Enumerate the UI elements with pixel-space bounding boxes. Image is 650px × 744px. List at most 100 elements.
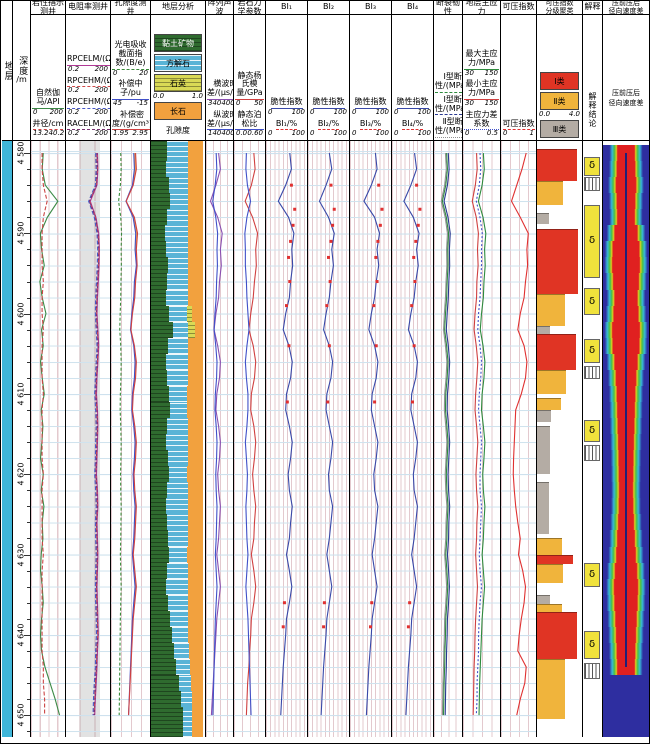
track-body-bi1 (266, 141, 308, 737)
track-body-bi2 (308, 141, 350, 737)
litho-porosity (202, 321, 205, 339)
litho-slab (151, 594, 205, 612)
litho-clay (151, 498, 167, 515)
litho-feldspar (187, 610, 203, 628)
litho-clay (151, 225, 166, 242)
bi-point (413, 280, 417, 284)
bi-point (331, 223, 335, 227)
litho-feldspar (187, 273, 203, 291)
litho-slab (151, 369, 205, 387)
litho-feldspar (187, 353, 203, 371)
curve-label: 补偿密度/(g/cm³) 1.95 2.95 (112, 110, 150, 138)
litho-porosity (202, 530, 205, 547)
litho-porosity (202, 225, 205, 242)
litho-quartz (169, 177, 188, 194)
interp-block-hatch (584, 444, 600, 461)
curve-scale: 0 100 (351, 108, 390, 117)
litho-slab (151, 707, 205, 738)
curve-rt_racelm (88, 153, 100, 716)
cluster-block-Ⅰ类 (537, 229, 578, 294)
litho-clay (151, 289, 167, 307)
bi-point (408, 601, 412, 605)
gas-symbol: δ (588, 568, 596, 580)
litho-clay (151, 658, 176, 676)
track-header-mineral: 黏土矿物 方解石 石英 0.0 1.0 长石 孔隙度 (151, 15, 206, 141)
velmap-area (603, 145, 649, 737)
litho-quartz (181, 691, 193, 708)
curve-label: RACELM/(Ω·m)0.2 200 (67, 119, 110, 138)
depth-tick (27, 329, 30, 331)
litho-porosity (202, 594, 205, 612)
curve-scale: 0 100 (393, 130, 432, 138)
curve-ym (244, 153, 259, 716)
depth-tick (27, 249, 30, 251)
curve-scale: 13.2 40.2 (32, 130, 64, 138)
litho-calcite (187, 321, 196, 339)
depth-tick (27, 699, 30, 701)
depth-tick (27, 217, 30, 219)
gas-symbol: δ (588, 638, 596, 650)
scale-max: 100 (291, 129, 305, 138)
litho-feldspar (187, 289, 203, 307)
curve-pr (244, 153, 252, 716)
bi-point (415, 183, 419, 187)
curve-label: 补偿中子/pu 45 -15 (112, 80, 149, 107)
litho-clay (151, 193, 171, 210)
depth-tick (27, 731, 30, 733)
curve-label: 脆性指数 0 100 (309, 97, 348, 116)
scale-max: 2.95 (132, 129, 148, 138)
track-body-res (66, 141, 111, 737)
depth-tick (27, 169, 30, 171)
scale-min: 0.0 (153, 92, 165, 100)
bi-point (416, 223, 420, 227)
litho-porosity (202, 691, 205, 708)
litho-quartz (167, 369, 188, 387)
track-body-interp: δ δ δ δ δ δ δ (583, 141, 603, 737)
curve-scale: 0.2 200 (67, 65, 109, 74)
litho-clay (151, 562, 168, 580)
depth-unit: /m (16, 75, 27, 85)
track-header-interp: 解释结论 (583, 15, 603, 141)
litho-slab (151, 418, 205, 435)
curve-smax (477, 153, 487, 716)
cluster-block-Ⅲ类 (537, 594, 551, 605)
litho-clay (151, 385, 170, 403)
litho-quartz (169, 385, 187, 403)
curve-scale: 0.0 1.0 (152, 92, 204, 100)
litho-porosity (202, 241, 205, 258)
depth-tick (24, 474, 30, 476)
litho-clay (151, 482, 168, 499)
curve-t2 (443, 153, 451, 716)
scale-max: 4.0 (568, 110, 580, 118)
litho-porosity (202, 141, 205, 162)
scale-min: 0 (394, 129, 399, 138)
track-title-tough: 断裂韧性 (434, 1, 463, 15)
depth-tick (24, 715, 30, 717)
litho-porosity (202, 626, 205, 644)
curve-name: 静态杨氏模量/GPa (235, 71, 264, 101)
curve-label: Ⅰ型断裂韧性/(MPa·m½) (435, 95, 462, 116)
curve-scale: 45 -15 (112, 99, 149, 108)
litho-clay (151, 610, 171, 628)
track-title-fracidx: 可压指数 (501, 1, 537, 15)
mineral-legend-方解石: 方解石 (154, 54, 202, 72)
litho-clay (151, 273, 168, 291)
litho-clay (151, 434, 167, 451)
track-title-text: 可压指数 分级聚类 (545, 1, 574, 15)
scale-max: 200 (94, 129, 108, 138)
litho-clay (151, 161, 167, 178)
curve-name: RPCEHM/(Ω·m) (67, 76, 110, 88)
litho-slab (151, 225, 205, 242)
litho-slab (151, 337, 205, 355)
curve-scale: 0.2 200 (67, 130, 109, 138)
track-title-bi3: BI₃ (350, 1, 392, 15)
litho-feldspar (187, 369, 203, 387)
litho-clay (151, 257, 169, 274)
bi-point (328, 280, 332, 284)
scale-min: 30 (465, 68, 474, 77)
litho-porosity (202, 674, 205, 692)
track-title-sonic: 阵列声波 (206, 1, 234, 15)
curve-label: RPCELM/(Ω·m)0.2 200 (67, 54, 110, 74)
